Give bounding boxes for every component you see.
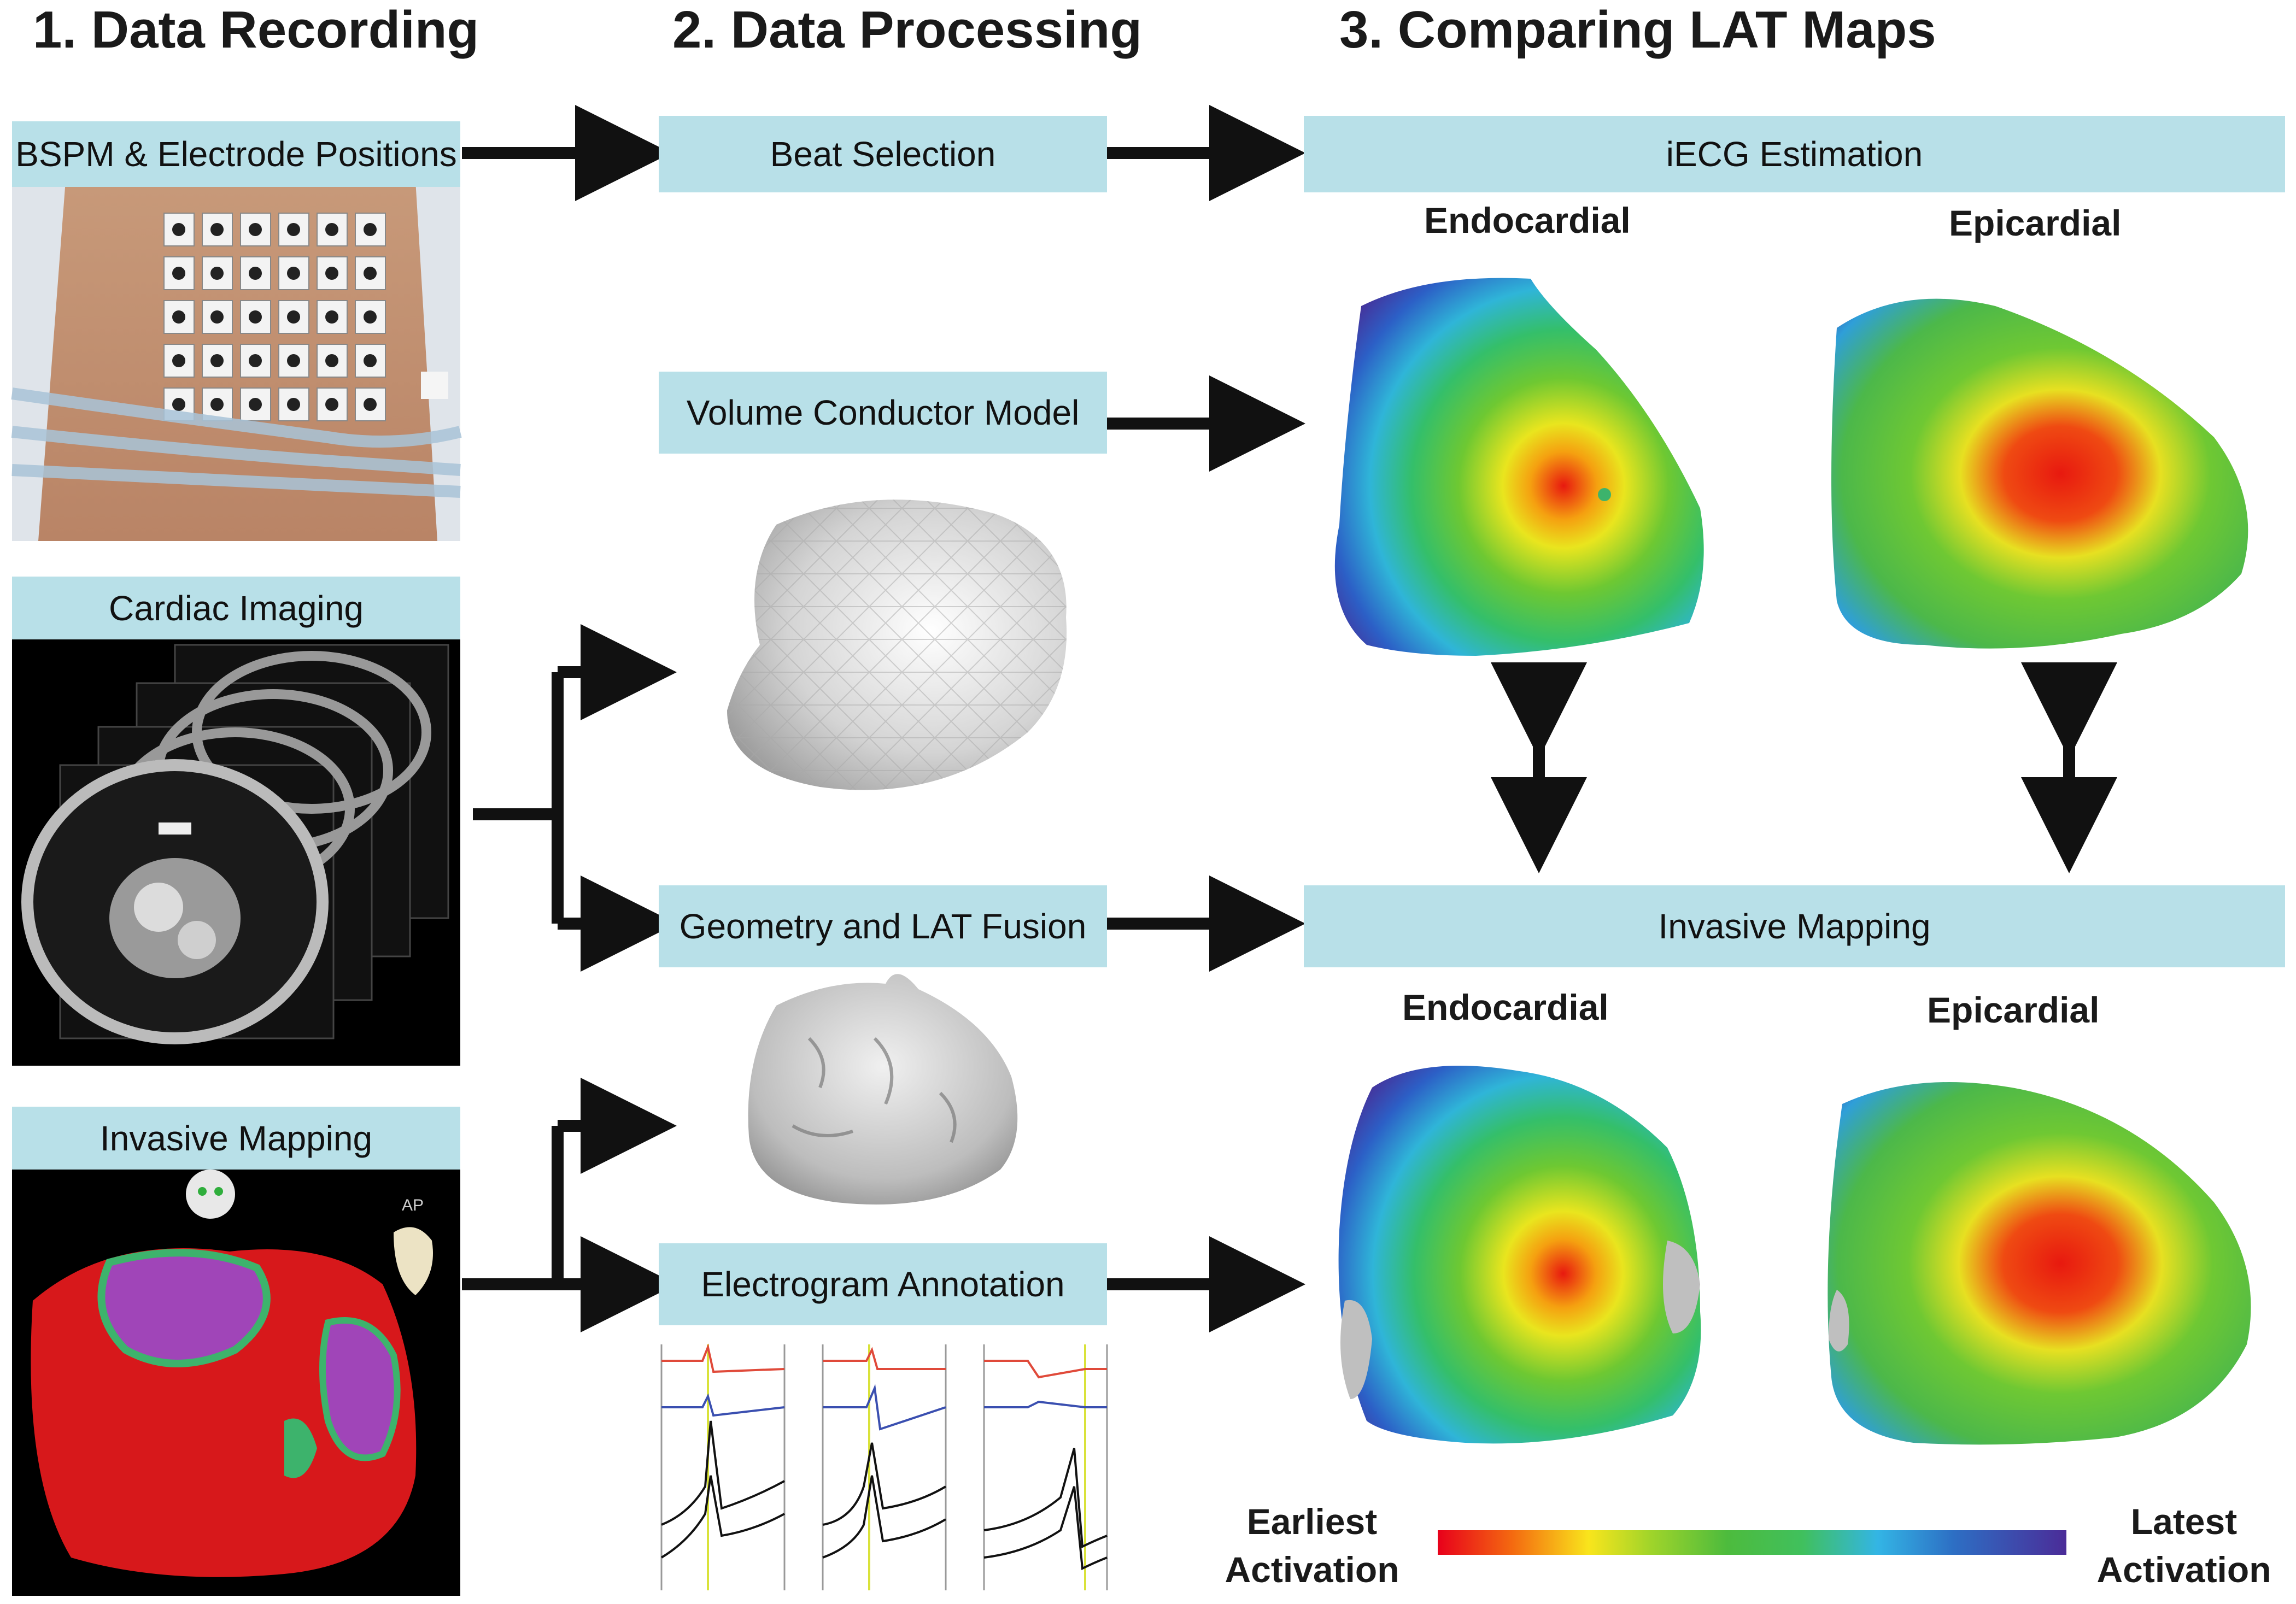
arrow-imaging-branch — [473, 672, 564, 924]
legend-earliest-activation: Earliest Activation — [1225, 1501, 1399, 1590]
heading-comparing-lat-maps: 3. Comparing LAT Maps — [1339, 1, 1936, 59]
box-electrogram-annotation: Electrogram Annotation — [659, 1243, 1107, 1325]
iecg-epicardial-map — [1831, 298, 2248, 649]
heading-data-recording: 1. Data Recording — [33, 1, 479, 59]
box-bspm-electrode-positions: BSPM & Electrode Positions — [12, 121, 460, 187]
heading-data-processing: 2. Data Processing — [672, 1, 1143, 59]
flow-arrows — [462, 105, 1305, 1332]
label-invasive-epicardial: Epicardial — [1927, 990, 2100, 1030]
volume-conductor-mesh — [727, 500, 1067, 790]
label-iecg-epicardial: Epicardial — [1949, 203, 2122, 243]
electrogram-traces — [660, 1343, 1108, 1590]
box-beat-selection: Beat Selection — [659, 116, 1107, 192]
invasive-epicardial-map — [1828, 1082, 2251, 1445]
comparison-double-arrows — [1491, 662, 2117, 873]
iecg-endocardial-map — [1334, 278, 1704, 656]
box-invasive-mapping-comparison: Invasive Mapping — [1304, 885, 2285, 967]
box-cardiac-imaging: Cardiac Imaging — [12, 577, 460, 639]
legend-latest-activation: Latest Activation — [2096, 1501, 2271, 1590]
box-invasive-mapping-recording: Invasive Mapping — [12, 1107, 460, 1170]
box-iecg-estimation: iECG Estimation — [1304, 116, 2285, 192]
cardiac-imaging-stack — [12, 639, 460, 1066]
geometry-fusion-surface — [748, 974, 1018, 1205]
box-geometry-lat-fusion: Geometry and LAT Fusion — [659, 885, 1107, 967]
label-iecg-endocardial: Endocardial — [1424, 200, 1631, 240]
label-invasive-endocardial: Endocardial — [1402, 987, 1609, 1027]
box-volume-conductor-model: Volume Conductor Model — [659, 372, 1107, 454]
bspm-photo — [11, 172, 462, 541]
ap-orientation-label: AP — [402, 1196, 424, 1214]
invasive-endocardial-map — [1338, 1066, 1701, 1444]
invasive-mapping-render — [12, 1170, 460, 1596]
arrow-invasive-branch — [462, 1126, 564, 1290]
activation-color-scale — [1438, 1530, 2066, 1555]
